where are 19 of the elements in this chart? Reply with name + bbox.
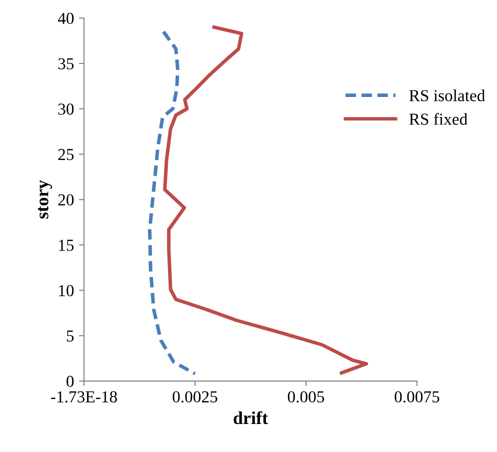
y-tick-label: 30	[58, 104, 74, 115]
y-tick-label: 25	[58, 148, 74, 160]
y-tick-label: 15	[59, 240, 74, 251]
line-series	[148, 30, 197, 376]
x-tick-label: 0.0025	[172, 391, 218, 403]
legend-label: RS isolated	[409, 90, 486, 102]
y-axis-title: story	[38, 180, 52, 219]
y-tick-label: 10	[59, 284, 74, 296]
y-tick-label: 40	[58, 12, 74, 24]
y-tick-label: 35	[58, 58, 74, 70]
y-tick-label: 5	[66, 330, 74, 342]
x-tick-label: 0.005	[288, 391, 324, 403]
y-tick-label: 0	[66, 376, 74, 387]
x-tick-label: 0.0075	[394, 391, 440, 403]
x-tick-label: -1.73E-18	[51, 391, 117, 403]
y-tick-label: 20	[58, 194, 74, 206]
legend-label: RS fixed	[409, 112, 468, 125]
x-axis-title: drift	[234, 411, 268, 424]
line-series	[163, 25, 368, 375]
